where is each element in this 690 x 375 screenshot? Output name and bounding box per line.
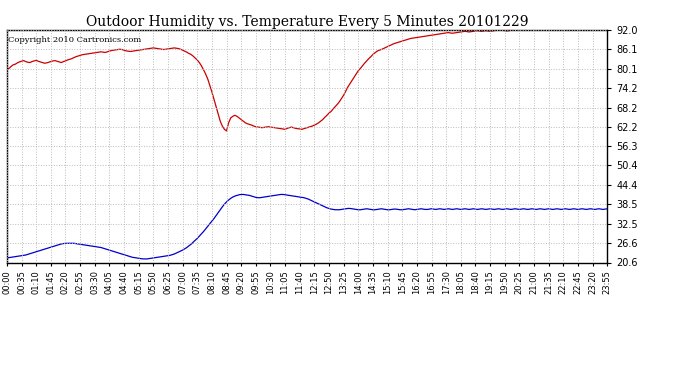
Text: Copyright 2010 Cartronics.com: Copyright 2010 Cartronics.com bbox=[8, 36, 141, 44]
Title: Outdoor Humidity vs. Temperature Every 5 Minutes 20101229: Outdoor Humidity vs. Temperature Every 5… bbox=[86, 15, 529, 29]
